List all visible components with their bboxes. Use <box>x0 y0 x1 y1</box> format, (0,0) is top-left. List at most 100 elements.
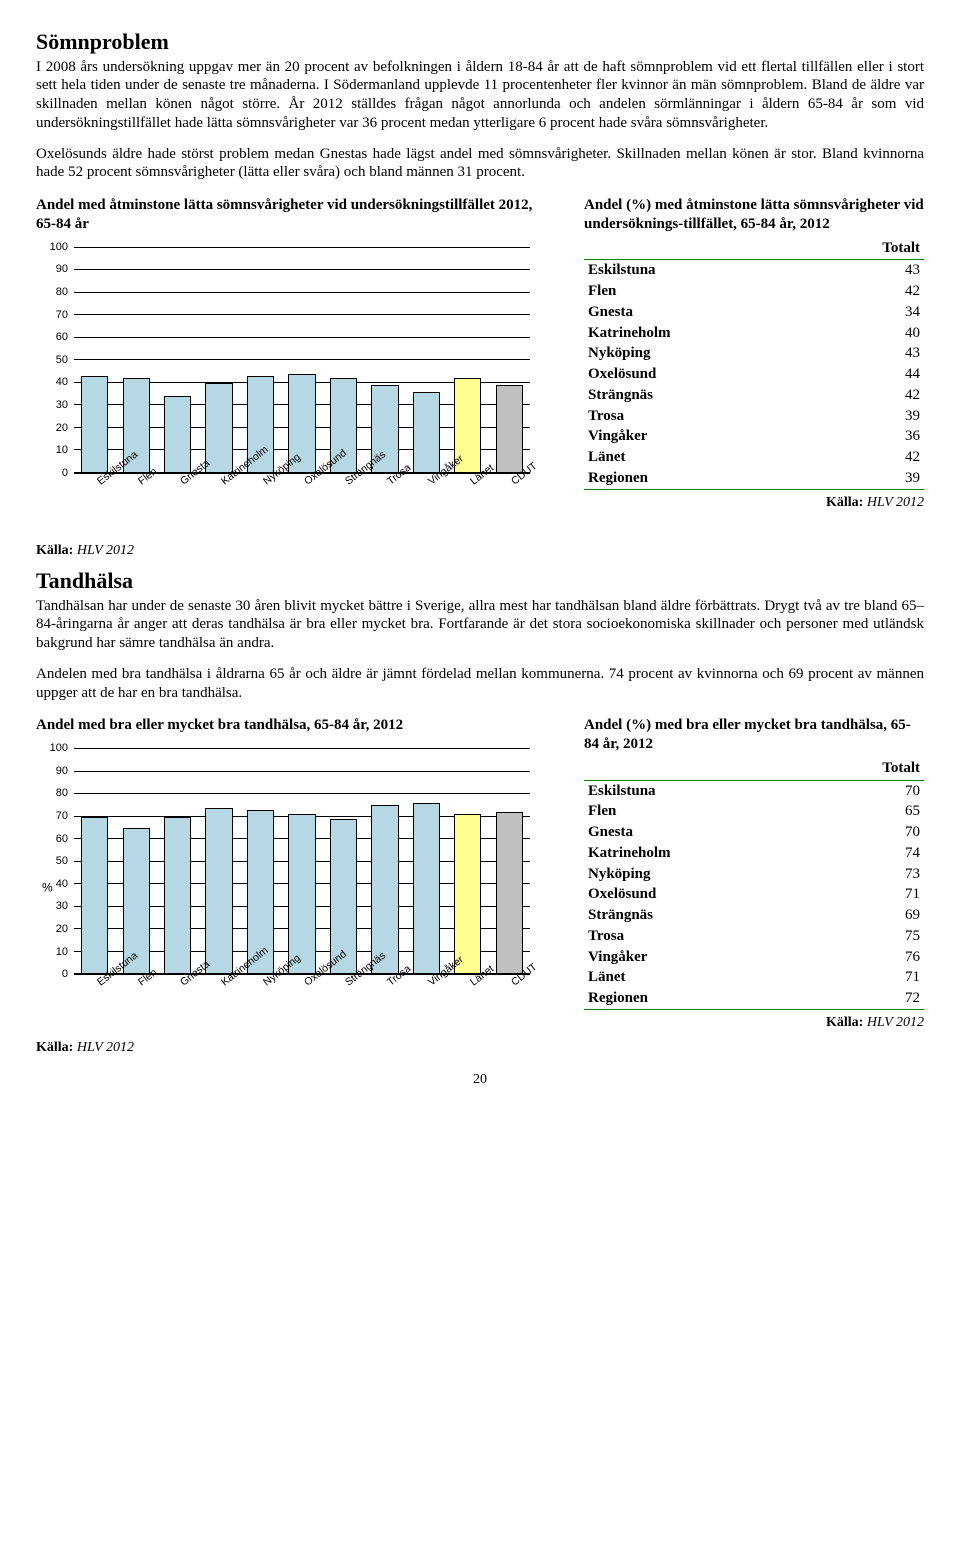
table-cell-value: 43 <box>810 260 924 281</box>
table-cell-value: 69 <box>810 905 924 926</box>
table-cell-value: 42 <box>810 281 924 302</box>
chart-ytick: 30 <box>56 399 68 413</box>
table-cell-value: 70 <box>810 822 924 843</box>
table2: TotaltEskilstuna70Flen65Gnesta70Katrineh… <box>584 758 924 1010</box>
chart-bar-slot <box>240 749 281 974</box>
chart-ytick: 70 <box>56 308 68 322</box>
table-cell-label: Eskilstuna <box>584 260 810 281</box>
chart-xlabel: Trosa <box>364 977 405 1033</box>
chart-bar-slot <box>406 749 447 974</box>
table-cell-label: Strängnäs <box>584 385 810 406</box>
chart2-title: Andel med bra eller mycket bra tandhälsa… <box>36 716 556 735</box>
chart-xlabel: Flen <box>115 476 156 532</box>
table-cell-label: Flen <box>584 801 810 822</box>
table2-column: Andel (%) med bra eller mycket bra tandh… <box>584 716 924 1064</box>
section2-heading: Tandhälsa <box>36 567 924 595</box>
chart-xlabel: CDUT <box>489 977 530 1033</box>
chart-bar <box>205 383 232 473</box>
table-row: Vingåker36 <box>584 426 924 447</box>
chart-xlabel: Nyköping <box>240 476 281 532</box>
table-cell-label: Vingåker <box>584 947 810 968</box>
table-cell-label: Eskilstuna <box>584 780 810 801</box>
chart-bar-slot <box>364 749 405 974</box>
chart-ytick: 0 <box>62 467 68 481</box>
chart1-column: Andel med åtminstone lätta sömnsvårighet… <box>36 196 556 532</box>
chart-ytick: 100 <box>50 241 68 255</box>
table-row: Regionen72 <box>584 988 924 1009</box>
chart-bar-slot <box>157 749 198 974</box>
table-cell-value: 71 <box>810 884 924 905</box>
table-cell-label: Gnesta <box>584 822 810 843</box>
table-cell-value: 70 <box>810 780 924 801</box>
chart-bar-slot <box>489 248 530 473</box>
chart-ytick: 0 <box>62 968 68 982</box>
chart-bar <box>413 803 440 974</box>
chart-bar <box>205 808 232 975</box>
chart-ytick: 90 <box>56 263 68 277</box>
chart-ytick: 50 <box>56 855 68 869</box>
table-row: Strängnäs69 <box>584 905 924 926</box>
chart-xlabel: Katrineholm <box>198 977 239 1033</box>
table-cell-value: 75 <box>810 926 924 947</box>
chart-ytick: 40 <box>56 878 68 892</box>
table-cell-value: 76 <box>810 947 924 968</box>
table-row: Katrineholm74 <box>584 843 924 864</box>
chart-xlabel: Vingåker <box>406 476 447 532</box>
chart-bar-slot <box>364 248 405 473</box>
table-row: Oxelösund71 <box>584 884 924 905</box>
table-row: Gnesta70 <box>584 822 924 843</box>
table-cell-label: Länet <box>584 447 810 468</box>
chart-bar <box>454 814 481 974</box>
chart-bar <box>496 385 523 473</box>
table-cell-label: Länet <box>584 967 810 988</box>
table-row: Eskilstuna43 <box>584 260 924 281</box>
table-row: Vingåker76 <box>584 947 924 968</box>
table-cell-label: Vingåker <box>584 426 810 447</box>
table-cell-value: 36 <box>810 426 924 447</box>
table-cell-label: Gnesta <box>584 302 810 323</box>
chart-xlabel: Eskilstuna <box>74 476 115 532</box>
table-cell-label: Nyköping <box>584 343 810 364</box>
table-cell-label: Trosa <box>584 406 810 427</box>
chart-ytick: 50 <box>56 354 68 368</box>
page-number: 20 <box>36 1071 924 1089</box>
section1-para2: Oxelösunds äldre hade störst problem med… <box>36 145 924 183</box>
chart-bar-slot <box>74 248 115 473</box>
chart-bar <box>164 396 191 473</box>
chart-bar-slot <box>447 248 488 473</box>
chart-ytick: 10 <box>56 444 68 458</box>
chart-bar <box>164 817 191 975</box>
chart-bar-slot <box>115 749 156 974</box>
chart-ytick: 90 <box>56 765 68 779</box>
table1-source: Källa: HLV 2012 <box>584 494 924 512</box>
table-cell-value: 40 <box>810 323 924 344</box>
chart-ytick: 80 <box>56 286 68 300</box>
chart-xlabel: Gnesta <box>157 977 198 1033</box>
chart-bar-slot <box>323 749 364 974</box>
chart-ytick: 70 <box>56 810 68 824</box>
chart-ytick: 60 <box>56 833 68 847</box>
table-cell-value: 44 <box>810 364 924 385</box>
table-header-total: Totalt <box>810 758 924 780</box>
chart-xlabel: Eskilstuna <box>74 977 115 1033</box>
table-row: Nyköping43 <box>584 343 924 364</box>
chart-bar <box>81 376 108 473</box>
chart-bar <box>371 805 398 974</box>
chart-bar <box>81 817 108 975</box>
table-row: Länet42 <box>584 447 924 468</box>
chart-ytick: 20 <box>56 421 68 435</box>
chart-xlabel: Katrineholm <box>198 476 239 532</box>
table1-title: Andel (%) med åtminstone lätta sömnsvåri… <box>584 196 924 234</box>
chart-xlabel: Oxelösund <box>281 476 322 532</box>
chart2-column: Andel med bra eller mycket bra tandhälsa… <box>36 716 556 1064</box>
table-cell-label: Oxelösund <box>584 364 810 385</box>
table-cell-value: 73 <box>810 864 924 885</box>
chart-bar-slot <box>281 749 322 974</box>
chart-xlabel: Länet <box>447 476 488 532</box>
chart-ytick: 20 <box>56 923 68 937</box>
chart-xlabel: Strängnäs <box>323 977 364 1033</box>
table-cell-label: Katrineholm <box>584 323 810 344</box>
section1-para1: I 2008 års undersökning uppgav mer än 20… <box>36 58 924 133</box>
table-cell-label: Katrineholm <box>584 843 810 864</box>
table-cell-value: 34 <box>810 302 924 323</box>
